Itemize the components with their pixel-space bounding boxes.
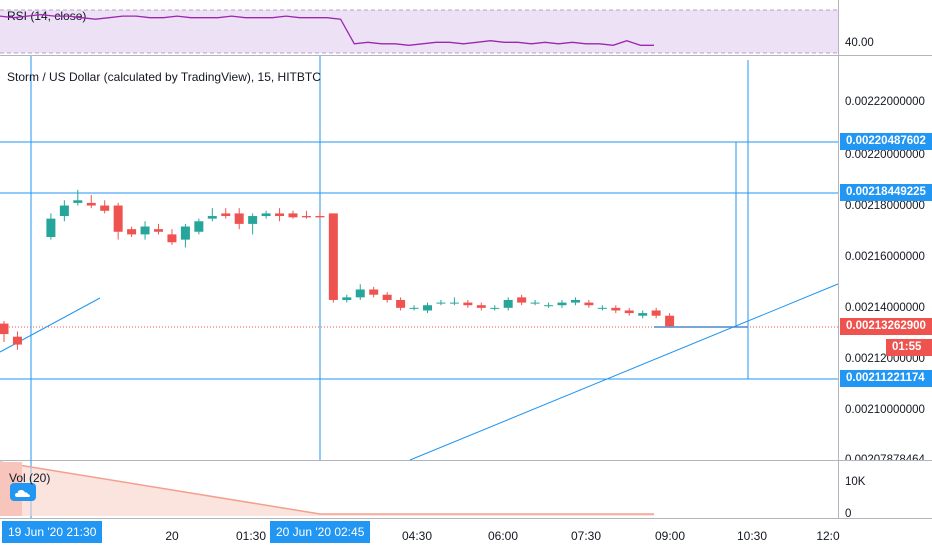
volume-tick: 10K [845, 476, 866, 488]
pane-separator[interactable] [0, 460, 932, 461]
trendline-right[interactable] [409, 283, 839, 461]
price-badge-last-price[interactable]: 0.00213262900 [840, 318, 932, 335]
candle-body[interactable] [234, 213, 244, 224]
price-badge-upper-level[interactable]: 0.00220487602 [840, 133, 932, 150]
candle-body[interactable] [140, 226, 150, 235]
candle-body[interactable] [113, 205, 123, 232]
time-label: 20 [165, 529, 179, 543]
candle-body[interactable] [665, 315, 675, 327]
main-pane[interactable] [0, 56, 838, 460]
candle-body[interactable] [423, 305, 432, 311]
rsi-tick: 40.00 [845, 37, 874, 49]
candle-body[interactable] [557, 302, 567, 306]
time-label: 12:0 [816, 529, 840, 543]
volume-ma-area [0, 462, 654, 516]
price-badge-lower-level[interactable]: 0.00211221174 [840, 370, 932, 387]
price-tick: 0.00218000000 [845, 200, 925, 212]
candle-body[interactable] [584, 302, 594, 306]
candle-body[interactable] [530, 302, 540, 304]
time-label: 04:30 [401, 529, 433, 543]
price-tick: 0.00212000000 [845, 353, 925, 365]
countdown-badge: 01:55 [886, 339, 932, 356]
time-label: 07:30 [570, 529, 602, 543]
time-label: 10:30 [736, 529, 768, 543]
rsi-title: RSI (14, close) [7, 9, 87, 23]
candle-body[interactable] [12, 336, 22, 345]
candle-body[interactable] [248, 216, 258, 224]
candle-body[interactable] [449, 302, 459, 304]
rsi-pane[interactable]: RSI (14, close) [0, 0, 838, 55]
price-tick: 0.00214000000 [845, 302, 925, 314]
candle-body[interactable] [342, 297, 352, 300]
time-badge-right-line[interactable]: 20 Jun '20 02:45 [270, 521, 371, 543]
price-tick: 0.00222000000 [845, 96, 925, 108]
candle-body[interactable] [517, 297, 527, 303]
time-badge-left-line[interactable]: 19 Jun '20 21:30 [2, 521, 103, 543]
candle-body[interactable] [544, 305, 554, 307]
candle-body[interactable] [315, 216, 325, 218]
candle-body[interactable] [73, 200, 83, 203]
volume-scale[interactable]: 10K 0 [838, 461, 932, 520]
candle-body[interactable] [624, 310, 634, 314]
volume-tick: 0 [845, 508, 852, 520]
candle-body[interactable] [100, 205, 110, 211]
candle-body[interactable] [651, 310, 661, 316]
main-chart-title: Storm / US Dollar (calculated by Trading… [7, 70, 321, 84]
candle-body[interactable] [194, 221, 204, 232]
candle-body[interactable] [301, 216, 311, 218]
time-label: 01:30 [235, 529, 267, 543]
time-axis-separator [0, 518, 932, 519]
rsi-band [0, 10, 838, 53]
candle-body[interactable] [180, 226, 190, 240]
cloud-icon[interactable] [10, 483, 36, 501]
candle-body[interactable] [207, 216, 217, 219]
time-label: 09:00 [654, 529, 686, 543]
price-scale[interactable]: 0.00222000000 0.00220000000 0.0021800000… [838, 56, 932, 466]
candle-body[interactable] [638, 313, 648, 316]
rsi-scale[interactable]: 40.00 [838, 0, 932, 55]
candle-body[interactable] [503, 299, 513, 308]
candle-body[interactable] [59, 205, 69, 217]
price-tick: 0.00216000000 [845, 251, 925, 263]
pane-separator[interactable] [0, 55, 932, 56]
candle-body[interactable] [396, 299, 406, 308]
time-label: 06:00 [487, 529, 519, 543]
candle-body[interactable] [221, 213, 231, 217]
candle-body[interactable] [154, 229, 163, 232]
candle-body[interactable] [476, 305, 486, 308]
candle-body[interactable] [86, 202, 96, 206]
candle-body[interactable] [369, 289, 379, 295]
candle-body[interactable] [355, 289, 365, 298]
price-tick: 0.00210000000 [845, 404, 925, 416]
candle-body[interactable] [328, 213, 338, 300]
candle-body[interactable] [382, 294, 392, 300]
candle-body[interactable] [288, 213, 298, 218]
candle-body[interactable] [463, 302, 473, 306]
candle-body[interactable] [261, 213, 271, 217]
candle-body[interactable] [490, 307, 500, 309]
candle-body[interactable] [167, 234, 177, 243]
candle-body[interactable] [611, 307, 621, 311]
candle-body[interactable] [409, 307, 419, 309]
rsi-line [0, 13, 654, 46]
price-badge-mid-level[interactable]: 0.00218449225 [840, 184, 932, 201]
candle-body[interactable] [275, 213, 285, 217]
candle-body[interactable] [570, 299, 580, 303]
candle-body[interactable] [127, 229, 137, 235]
candle-body[interactable] [436, 302, 446, 304]
candle-body[interactable] [597, 307, 607, 309]
volume-ma-line [0, 461, 321, 515]
volume-title: Vol (20) [9, 471, 51, 485]
candle-body[interactable] [46, 218, 56, 238]
time-axis[interactable] [0, 519, 932, 550]
candle-body[interactable] [0, 323, 9, 335]
price-tick: 0.00220000000 [845, 149, 925, 161]
